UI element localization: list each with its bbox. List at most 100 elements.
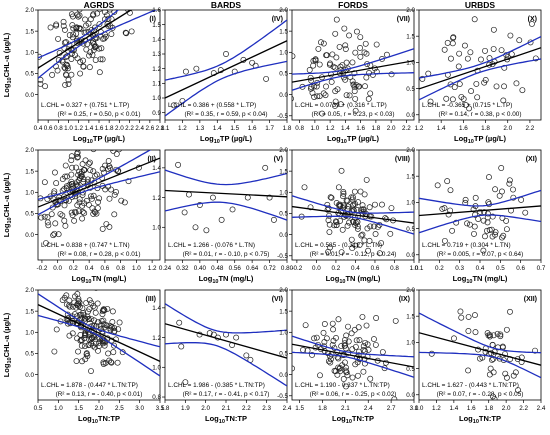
- y-tick-label: 0.5: [25, 351, 34, 358]
- data-point: [496, 192, 503, 199]
- data-point: [70, 25, 77, 32]
- data-point: [373, 41, 380, 48]
- data-point: [68, 209, 75, 216]
- y-tick-label: 1.4: [152, 37, 161, 44]
- plot-frame: [291, 149, 415, 261]
- y-tick-label: 0.0: [25, 372, 34, 379]
- y-tick-label: 2.0: [406, 287, 415, 294]
- data-point: [434, 182, 441, 189]
- x-tick-label: 0.32: [176, 265, 189, 272]
- data-point: [99, 165, 106, 172]
- data-point: [111, 211, 118, 218]
- data-point: [69, 22, 76, 29]
- data-point: [96, 343, 102, 350]
- data-point: [192, 224, 199, 231]
- y-tick-label: 2.0: [406, 147, 415, 154]
- data-point: [75, 150, 81, 152]
- data-point: [365, 247, 372, 254]
- regression-equation: L.CHL = 0.327 + (0.751 * L.TP): [41, 102, 129, 109]
- y-tick-label: 2.0: [279, 147, 288, 154]
- data-point: [87, 193, 94, 200]
- y-tick-label: 0.0: [406, 112, 415, 119]
- data-point: [59, 212, 66, 219]
- data-point: [351, 188, 358, 195]
- data-point: [118, 197, 125, 204]
- data-point: [88, 368, 94, 374]
- plot-frame: [164, 149, 288, 261]
- confidence-band-upper: [292, 195, 414, 214]
- data-point: [51, 169, 58, 176]
- data-point: [75, 298, 82, 304]
- data-point: [448, 55, 454, 62]
- data-point: [75, 171, 82, 178]
- data-point: [309, 352, 316, 358]
- data-point: [490, 46, 497, 52]
- x-tick-label: 0.24: [159, 265, 172, 272]
- confidence-band-upper: [38, 293, 160, 348]
- data-point: [445, 211, 452, 218]
- data-point: [99, 56, 106, 63]
- data-point: [323, 52, 330, 59]
- data-point: [361, 49, 368, 56]
- x-tick-label: 1.6: [356, 125, 365, 132]
- data-point: [52, 220, 59, 227]
- data-point: [330, 63, 337, 70]
- data-point: [170, 102, 177, 109]
- x-tick-label: 0.0: [53, 265, 62, 272]
- y-tick-label: 0.0: [279, 92, 288, 99]
- data-point: [307, 204, 314, 211]
- data-point: [354, 219, 361, 225]
- data-point: [346, 219, 353, 226]
- data-point: [379, 349, 386, 356]
- data-point: [316, 93, 323, 100]
- data-point: [365, 346, 372, 353]
- data-point: [311, 94, 318, 100]
- regression-stats: (R² = 0.17, r = - 0.41, p < 0.17): [183, 391, 270, 398]
- data-point: [338, 343, 345, 350]
- data-point: [38, 76, 44, 83]
- data-point: [343, 383, 349, 390]
- x-tick-label: 2.0: [95, 405, 104, 412]
- data-point: [292, 365, 296, 372]
- data-point: [337, 217, 344, 224]
- data-point: [337, 101, 344, 108]
- data-point: [366, 237, 373, 244]
- data-point: [69, 303, 76, 310]
- data-point: [93, 210, 100, 217]
- y-tick-label: 2.0: [279, 7, 288, 14]
- data-point: [47, 24, 54, 31]
- regression-equation: L.CHL = 1.878 - (0.447 * L.TN:TP): [41, 382, 138, 389]
- x-tick-label: 0.2: [69, 265, 78, 272]
- data-point: [109, 308, 116, 315]
- data-point: [106, 10, 113, 13]
- data-point: [348, 330, 355, 337]
- x-tick-label: 0.64: [246, 265, 259, 272]
- confidence-band-upper: [165, 169, 287, 186]
- x-tick-label: 1.8: [161, 405, 170, 412]
- data-point: [79, 305, 86, 312]
- x-tick-label: 1.2: [415, 125, 424, 132]
- data-point: [313, 83, 320, 90]
- data-point: [465, 367, 472, 374]
- data-point: [92, 57, 99, 64]
- data-point: [73, 358, 80, 364]
- data-point: [428, 350, 435, 357]
- data-point: [498, 47, 505, 54]
- plot-area: [165, 161, 287, 234]
- plot-frame: [291, 9, 415, 121]
- data-point: [503, 374, 510, 381]
- plot-area: [38, 10, 158, 90]
- y-tick-label: 0.5: [406, 86, 415, 93]
- data-point: [449, 40, 456, 47]
- y-tick-label: 2.0: [25, 147, 34, 154]
- data-point: [110, 349, 117, 356]
- data-point: [326, 221, 333, 228]
- data-point: [356, 83, 363, 90]
- data-point: [86, 52, 93, 59]
- data-point: [266, 194, 273, 201]
- x-tick-label: 0.8: [390, 265, 399, 272]
- data-point: [501, 64, 508, 71]
- data-point: [81, 200, 88, 207]
- data-point: [51, 230, 58, 237]
- data-point: [349, 202, 356, 209]
